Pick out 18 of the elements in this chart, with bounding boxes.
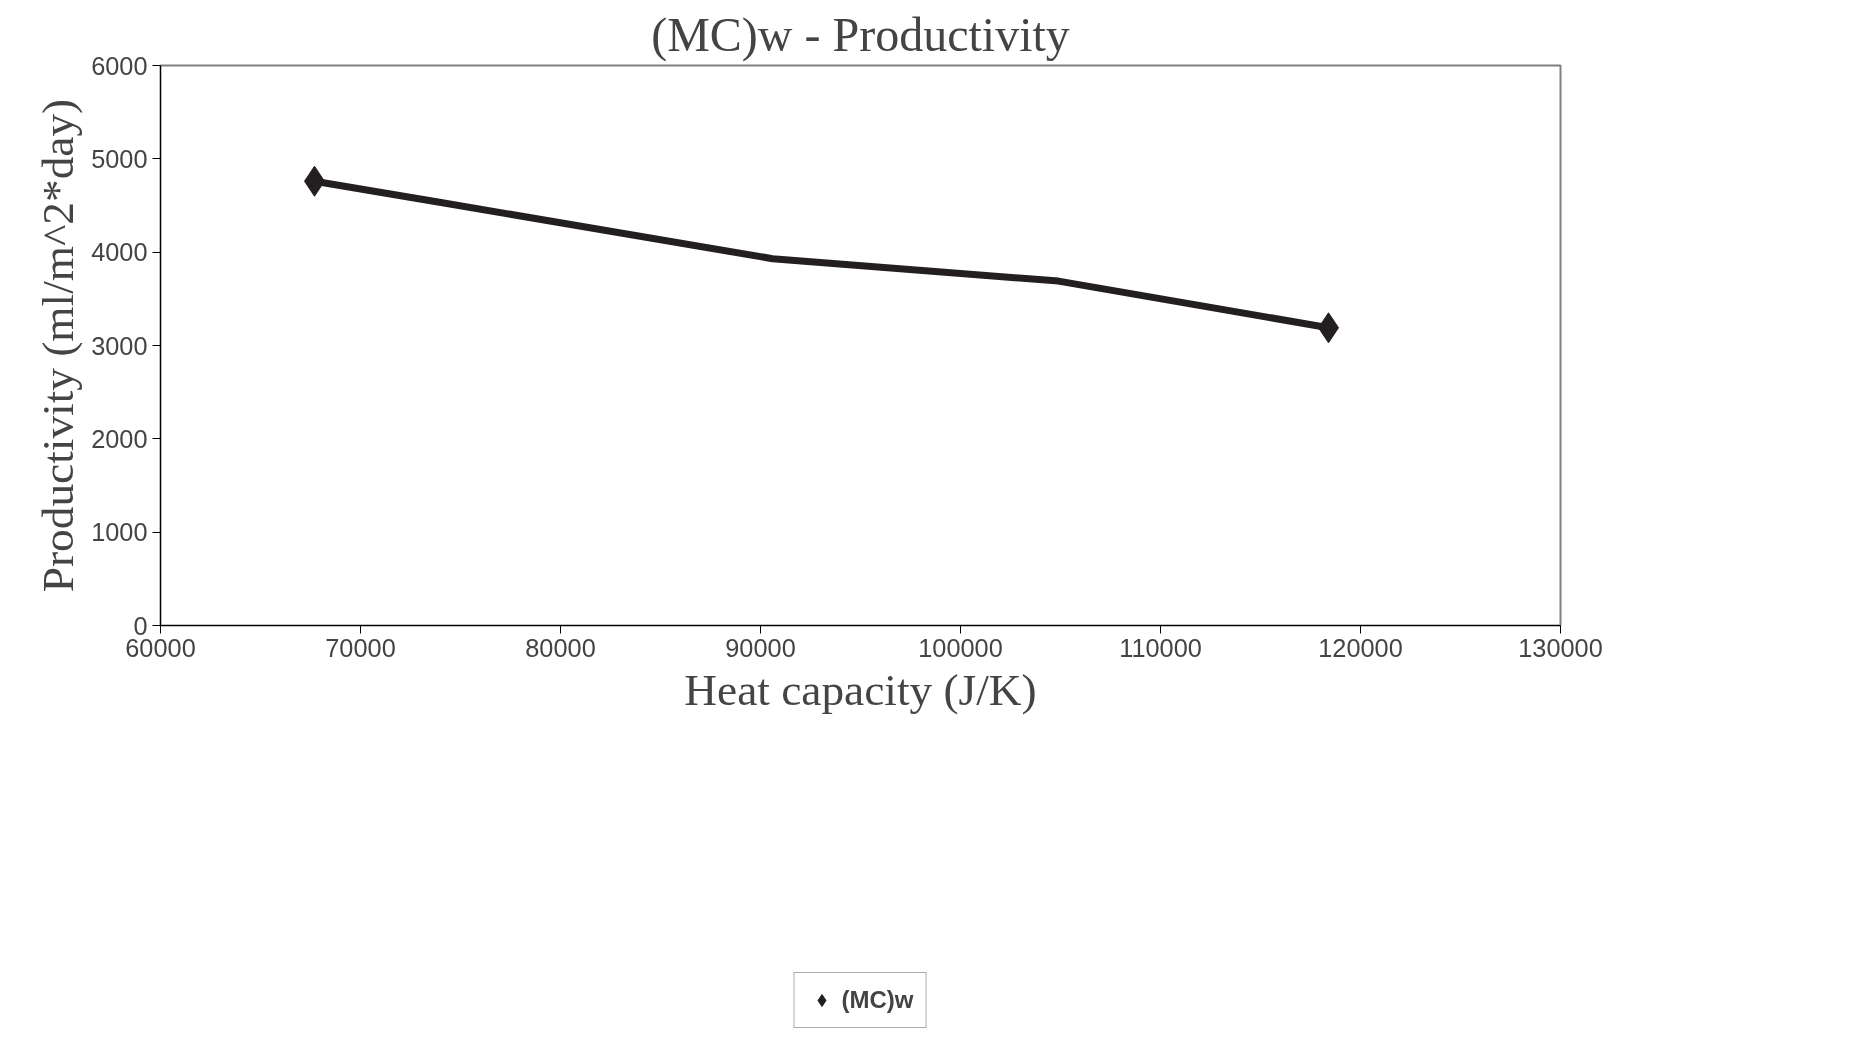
x-tick-label: 100000 bbox=[918, 633, 1003, 662]
chart-title: (MC)w - Productivity bbox=[651, 7, 1070, 62]
x-tick-label: 90000 bbox=[725, 633, 796, 662]
x-tick-label: 80000 bbox=[525, 633, 596, 662]
x-tick-label: 120000 bbox=[1318, 633, 1403, 662]
x-tick-label: 130000 bbox=[1518, 633, 1603, 662]
x-tick-label: 110000 bbox=[1119, 633, 1202, 662]
y-axis-title: Productivity (ml/m^2*day) bbox=[33, 98, 84, 593]
x-tick-label: 70000 bbox=[325, 633, 396, 662]
x-axis-title: Heat capacity (J/K) bbox=[684, 664, 1037, 715]
y-tick-label: 4000 bbox=[91, 238, 148, 267]
y-tick-label: 1000 bbox=[91, 518, 148, 547]
y-tick-label: 6000 bbox=[91, 51, 148, 80]
y-tick-label: 3000 bbox=[91, 331, 148, 360]
y-tick-label: 5000 bbox=[91, 144, 148, 173]
legend-label: (MC)w bbox=[841, 986, 914, 1014]
y-tick-label: 2000 bbox=[91, 424, 148, 453]
y-tick-label: 0 bbox=[133, 611, 148, 640]
